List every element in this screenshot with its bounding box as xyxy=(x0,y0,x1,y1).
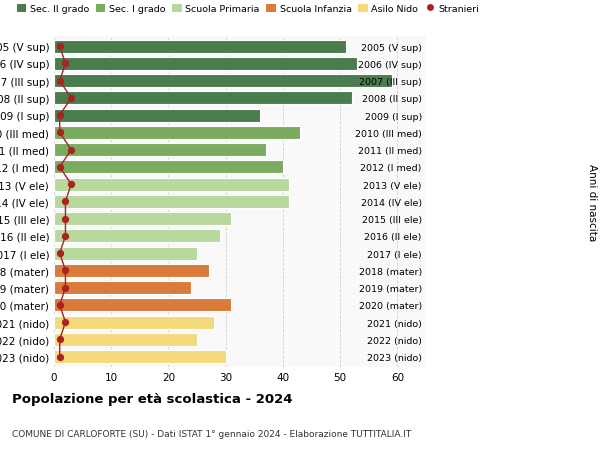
Bar xyxy=(54,144,266,157)
Point xyxy=(55,129,65,137)
Bar xyxy=(54,230,220,243)
Legend: Sec. II grado, Sec. I grado, Scuola Primaria, Scuola Infanzia, Asilo Nido, Stran: Sec. II grado, Sec. I grado, Scuola Prim… xyxy=(17,5,479,14)
Point xyxy=(55,250,65,257)
Bar xyxy=(54,316,214,329)
Bar xyxy=(54,350,226,364)
Bar xyxy=(54,109,260,123)
Bar xyxy=(54,213,232,226)
Point xyxy=(61,267,70,274)
Point xyxy=(61,284,70,292)
Bar xyxy=(54,58,358,71)
Point xyxy=(67,95,76,102)
Point xyxy=(55,44,65,51)
Point xyxy=(61,233,70,240)
Text: Anni di nascita: Anni di nascita xyxy=(587,163,597,241)
Bar xyxy=(54,92,352,105)
Point xyxy=(55,78,65,85)
Bar xyxy=(54,40,346,54)
Point xyxy=(67,181,76,188)
Bar xyxy=(54,127,300,140)
Text: Popolazione per età scolastica - 2024: Popolazione per età scolastica - 2024 xyxy=(12,392,293,405)
Text: COMUNE DI CARLOFORTE (SU) - Dati ISTAT 1° gennaio 2024 - Elaborazione TUTTITALIA: COMUNE DI CARLOFORTE (SU) - Dati ISTAT 1… xyxy=(12,429,411,438)
Bar xyxy=(54,281,191,295)
Point xyxy=(55,112,65,120)
Point xyxy=(55,302,65,309)
Point xyxy=(55,336,65,343)
Bar xyxy=(54,299,232,312)
Point xyxy=(55,353,65,361)
Bar xyxy=(54,161,283,174)
Point xyxy=(61,215,70,223)
Bar xyxy=(54,264,209,277)
Bar xyxy=(54,75,392,88)
Point xyxy=(61,198,70,206)
Bar xyxy=(54,178,289,191)
Point xyxy=(61,61,70,68)
Bar xyxy=(54,196,289,208)
Point xyxy=(67,147,76,154)
Bar xyxy=(54,333,197,346)
Bar xyxy=(54,247,197,260)
Point xyxy=(61,319,70,326)
Point xyxy=(55,164,65,171)
